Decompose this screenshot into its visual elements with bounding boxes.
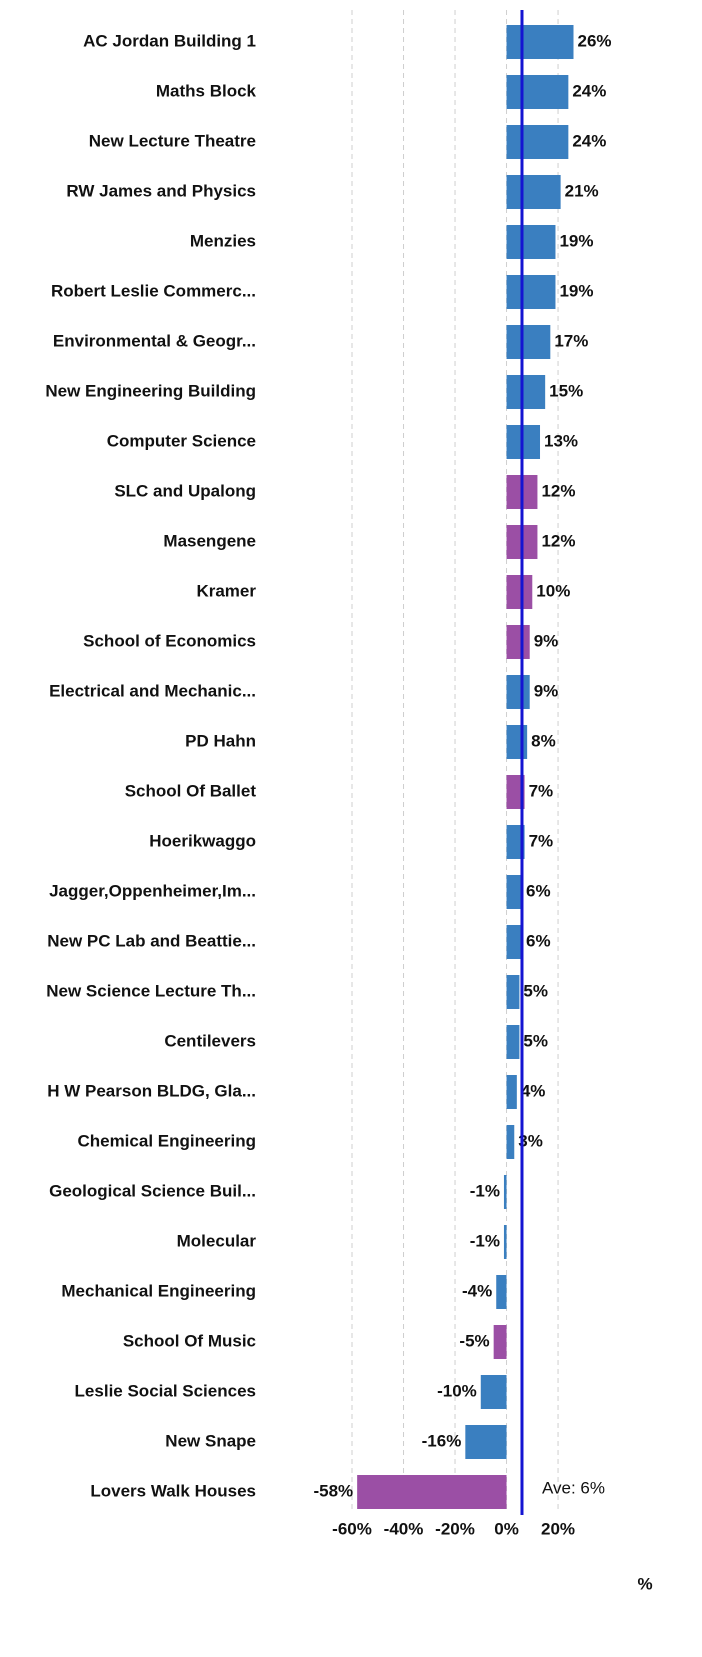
bar — [506, 25, 574, 59]
bar — [503, 1225, 507, 1259]
data-label: -4% — [462, 1281, 492, 1300]
y-tick-label: Computer Science — [107, 431, 256, 450]
data-label: 19% — [559, 281, 593, 300]
x-tick-label: 0% — [494, 1519, 519, 1538]
y-tick-label: Molecular — [177, 1231, 257, 1250]
data-label: 4% — [521, 1081, 546, 1100]
data-label: 5% — [523, 1031, 548, 1050]
data-label: 9% — [534, 681, 559, 700]
bar — [506, 275, 556, 309]
bar — [506, 675, 530, 709]
y-tick-label: Electrical and Mechanic... — [49, 681, 256, 700]
average-label: Ave: 6% — [542, 1478, 605, 1497]
y-tick-label: Centilevers — [164, 1031, 256, 1050]
y-tick-label: PD Hahn — [185, 731, 256, 750]
data-label: -10% — [437, 1381, 477, 1400]
bar — [480, 1375, 507, 1409]
data-label: 26% — [578, 31, 612, 50]
x-tick-label: -40% — [384, 1519, 424, 1538]
bar — [506, 725, 528, 759]
y-tick-label: School of Economics — [83, 631, 256, 650]
y-tick-label: New Science Lecture Th... — [46, 981, 256, 1000]
bar — [506, 325, 551, 359]
data-label: 6% — [526, 931, 551, 950]
bar — [506, 925, 522, 959]
data-label: 12% — [541, 481, 575, 500]
data-label: 17% — [554, 331, 588, 350]
y-tick-label: Mechanical Engineering — [61, 1281, 256, 1300]
y-tick-label: Chemical Engineering — [77, 1131, 256, 1150]
y-tick-label: Geological Science Buil... — [49, 1181, 256, 1200]
bar — [493, 1325, 507, 1359]
y-tick-label: Environmental & Geogr... — [53, 331, 256, 350]
bar — [357, 1475, 507, 1509]
bar — [496, 1275, 507, 1309]
data-label: 24% — [572, 81, 606, 100]
y-tick-label: Maths Block — [156, 81, 257, 100]
bar — [503, 1175, 507, 1209]
data-label: -16% — [422, 1431, 462, 1450]
bar — [506, 1025, 520, 1059]
data-label: -1% — [470, 1231, 500, 1250]
bar — [506, 125, 569, 159]
y-tick-label: H W Pearson BLDG, Gla... — [47, 1081, 256, 1100]
bar — [506, 1075, 517, 1109]
bar — [506, 1125, 515, 1159]
bar — [465, 1425, 507, 1459]
y-tick-label: School Of Ballet — [125, 781, 257, 800]
data-label: 15% — [549, 381, 583, 400]
bar — [506, 575, 533, 609]
data-label: 19% — [559, 231, 593, 250]
y-tick-label: RW James and Physics — [66, 181, 256, 200]
y-tick-label: New Snape — [165, 1431, 256, 1450]
y-tick-label: SLC and Upalong — [114, 481, 256, 500]
data-label: -5% — [459, 1331, 489, 1350]
data-label: 21% — [565, 181, 599, 200]
data-label: 9% — [534, 631, 559, 650]
bar — [506, 825, 525, 859]
bar — [506, 375, 546, 409]
data-label: 12% — [541, 531, 575, 550]
data-label: 8% — [531, 731, 556, 750]
data-label: 5% — [523, 981, 548, 1000]
data-label: 3% — [518, 1131, 543, 1150]
bar — [506, 875, 522, 909]
x-tick-label: 20% — [541, 1519, 575, 1538]
x-tick-label: -20% — [435, 1519, 475, 1538]
bar — [506, 75, 569, 109]
bar — [506, 225, 556, 259]
data-label: -1% — [470, 1181, 500, 1200]
x-axis-label: % — [637, 1574, 652, 1593]
y-tick-label: Lovers Walk Houses — [90, 1481, 256, 1500]
data-label: 24% — [572, 131, 606, 150]
y-tick-label: New PC Lab and Beattie... — [47, 931, 256, 950]
y-tick-label: Leslie Social Sciences — [75, 1381, 256, 1400]
bar — [506, 175, 561, 209]
bar — [506, 625, 530, 659]
y-tick-label: Hoerikwaggo — [149, 831, 256, 850]
bar — [506, 775, 525, 809]
y-tick-label: School Of Music — [123, 1331, 256, 1350]
data-label: 13% — [544, 431, 578, 450]
y-tick-label: Masengene — [163, 531, 256, 550]
data-label: -58% — [313, 1481, 353, 1500]
y-tick-label: Robert Leslie Commerc... — [51, 281, 256, 300]
bar — [506, 975, 520, 1009]
y-tick-label: New Lecture Theatre — [89, 131, 256, 150]
data-label: 7% — [529, 831, 554, 850]
y-tick-label: Menzies — [190, 231, 256, 250]
x-tick-label: -60% — [332, 1519, 372, 1538]
y-tick-label: New Engineering Building — [45, 381, 256, 400]
data-label: 6% — [526, 881, 551, 900]
data-label: 7% — [529, 781, 554, 800]
data-label: 10% — [536, 581, 570, 600]
y-tick-label: AC Jordan Building 1 — [83, 31, 256, 50]
y-tick-label: Kramer — [196, 581, 256, 600]
y-tick-label: Jagger,Oppenheimer,Im... — [49, 881, 256, 900]
